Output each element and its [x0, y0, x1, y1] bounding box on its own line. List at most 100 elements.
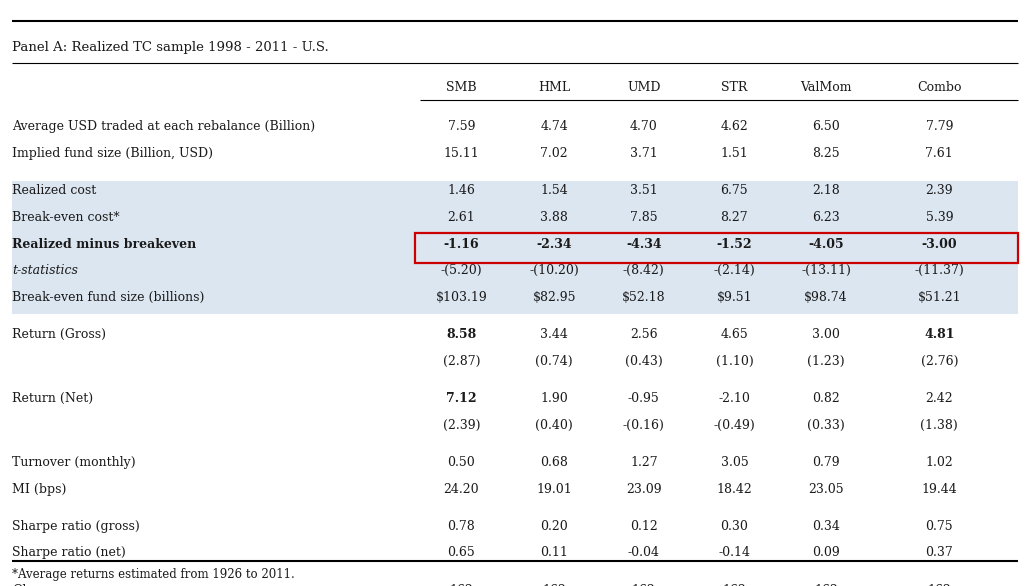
Text: 7.79: 7.79 [926, 120, 953, 134]
Text: 3.88: 3.88 [540, 211, 569, 224]
Text: 3.51: 3.51 [630, 184, 657, 197]
Text: 3.00: 3.00 [812, 328, 840, 341]
Bar [415, 233, 1018, 263]
Text: -2.34: -2.34 [537, 237, 572, 251]
Text: SMB: SMB [446, 81, 477, 94]
Text: $98.74: $98.74 [804, 291, 848, 304]
Text: 4.62: 4.62 [721, 120, 748, 134]
Text: -(11.37): -(11.37) [915, 264, 964, 277]
Text: *Average returns estimated from 1926 to 2011.: *Average returns estimated from 1926 to … [12, 568, 296, 581]
Text: -(0.16): -(0.16) [623, 418, 664, 432]
Text: 3.71: 3.71 [630, 147, 657, 160]
Text: 1.02: 1.02 [926, 456, 953, 469]
Text: 162: 162 [722, 584, 747, 586]
Text: -(10.20): -(10.20) [529, 264, 579, 277]
Text: 18.42: 18.42 [717, 482, 752, 496]
Text: 0.82: 0.82 [813, 392, 839, 405]
Text: 0.78: 0.78 [448, 520, 475, 533]
Text: 19.01: 19.01 [537, 482, 572, 496]
Text: $52.18: $52.18 [622, 291, 665, 304]
Text: (2.76): (2.76) [921, 355, 958, 368]
Text: 4.81: 4.81 [924, 328, 955, 341]
Text: 8.27: 8.27 [721, 211, 748, 224]
Text: $51.21: $51.21 [918, 291, 961, 304]
Text: 7.02: 7.02 [541, 147, 568, 160]
Text: 0.11: 0.11 [540, 546, 569, 560]
Text: Sharpe ratio (gross): Sharpe ratio (gross) [12, 520, 140, 533]
Text: 2.61: 2.61 [448, 211, 475, 224]
Text: 4.65: 4.65 [721, 328, 748, 341]
Text: 162: 162 [814, 584, 838, 586]
Text: -0.95: -0.95 [628, 392, 659, 405]
Text: 0.12: 0.12 [630, 520, 657, 533]
Text: STR: STR [721, 81, 748, 94]
Text: (0.33): (0.33) [808, 418, 845, 432]
Text: Obs: Obs [12, 584, 37, 586]
Text: (0.40): (0.40) [536, 418, 573, 432]
Text: $103.19: $103.19 [436, 291, 487, 304]
Text: MI (bps): MI (bps) [12, 482, 67, 496]
Text: -2.10: -2.10 [719, 392, 750, 405]
Text: 162: 162 [542, 584, 566, 586]
Text: -(2.14): -(2.14) [714, 264, 755, 277]
Text: 6.23: 6.23 [813, 211, 839, 224]
Text: Turnover (monthly): Turnover (monthly) [12, 456, 136, 469]
Text: (2.87): (2.87) [443, 355, 480, 368]
Text: (2.39): (2.39) [443, 418, 480, 432]
Text: 24.20: 24.20 [444, 482, 479, 496]
Text: 23.09: 23.09 [626, 482, 661, 496]
Text: 162: 162 [449, 584, 474, 586]
Text: 0.65: 0.65 [448, 546, 475, 560]
Text: 19.44: 19.44 [922, 482, 957, 496]
Text: 0.20: 0.20 [541, 520, 568, 533]
Text: 5.39: 5.39 [926, 211, 953, 224]
Text: -(0.49): -(0.49) [714, 418, 755, 432]
Text: Realized minus breakeven: Realized minus breakeven [12, 237, 197, 251]
Text: -1.16: -1.16 [444, 237, 479, 251]
Text: -0.14: -0.14 [718, 546, 751, 560]
Text: 15.11: 15.11 [444, 147, 479, 160]
Text: 0.09: 0.09 [813, 546, 839, 560]
Text: 0.30: 0.30 [720, 520, 749, 533]
Text: 0.68: 0.68 [540, 456, 569, 469]
Text: 0.37: 0.37 [926, 546, 953, 560]
Text: 4.70: 4.70 [630, 120, 657, 134]
Text: Realized cost: Realized cost [12, 184, 97, 197]
Text: 1.54: 1.54 [541, 184, 568, 197]
Text: Break-even cost*: Break-even cost* [12, 211, 119, 224]
Text: $82.95: $82.95 [533, 291, 576, 304]
Text: -(5.20): -(5.20) [441, 264, 482, 277]
Text: -(8.42): -(8.42) [623, 264, 664, 277]
Text: 0.79: 0.79 [813, 456, 839, 469]
Text: Break-even fund size (billions): Break-even fund size (billions) [12, 291, 205, 304]
Text: -(13.11): -(13.11) [801, 264, 851, 277]
Text: (1.10): (1.10) [716, 355, 753, 368]
Text: 6.50: 6.50 [813, 120, 839, 134]
Text: Average USD traded at each rebalance (Billion): Average USD traded at each rebalance (Bi… [12, 120, 315, 134]
Text: 162: 162 [631, 584, 656, 586]
Text: 0.50: 0.50 [448, 456, 475, 469]
Text: -0.04: -0.04 [627, 546, 660, 560]
Text: Implied fund size (Billion, USD): Implied fund size (Billion, USD) [12, 147, 213, 160]
Text: -4.05: -4.05 [809, 237, 844, 251]
Text: ValMom: ValMom [800, 81, 852, 94]
Text: 3.44: 3.44 [540, 328, 569, 341]
Text: $9.51: $9.51 [717, 291, 752, 304]
Text: Combo: Combo [917, 81, 962, 94]
Bar [12, 181, 1018, 314]
Text: 8.25: 8.25 [813, 147, 839, 160]
Text: -4.34: -4.34 [626, 237, 661, 251]
Text: (0.74): (0.74) [536, 355, 573, 368]
Text: 7.61: 7.61 [926, 147, 953, 160]
Text: Return (Gross): Return (Gross) [12, 328, 106, 341]
Text: UMD: UMD [627, 81, 660, 94]
Text: 7.12: 7.12 [446, 392, 477, 405]
Text: 6.75: 6.75 [721, 184, 748, 197]
Text: 3.05: 3.05 [721, 456, 748, 469]
Text: 2.42: 2.42 [926, 392, 953, 405]
Text: 1.46: 1.46 [447, 184, 476, 197]
Text: 2.39: 2.39 [926, 184, 953, 197]
Text: (1.23): (1.23) [808, 355, 845, 368]
Text: (1.38): (1.38) [921, 418, 958, 432]
Text: 7.59: 7.59 [448, 120, 475, 134]
